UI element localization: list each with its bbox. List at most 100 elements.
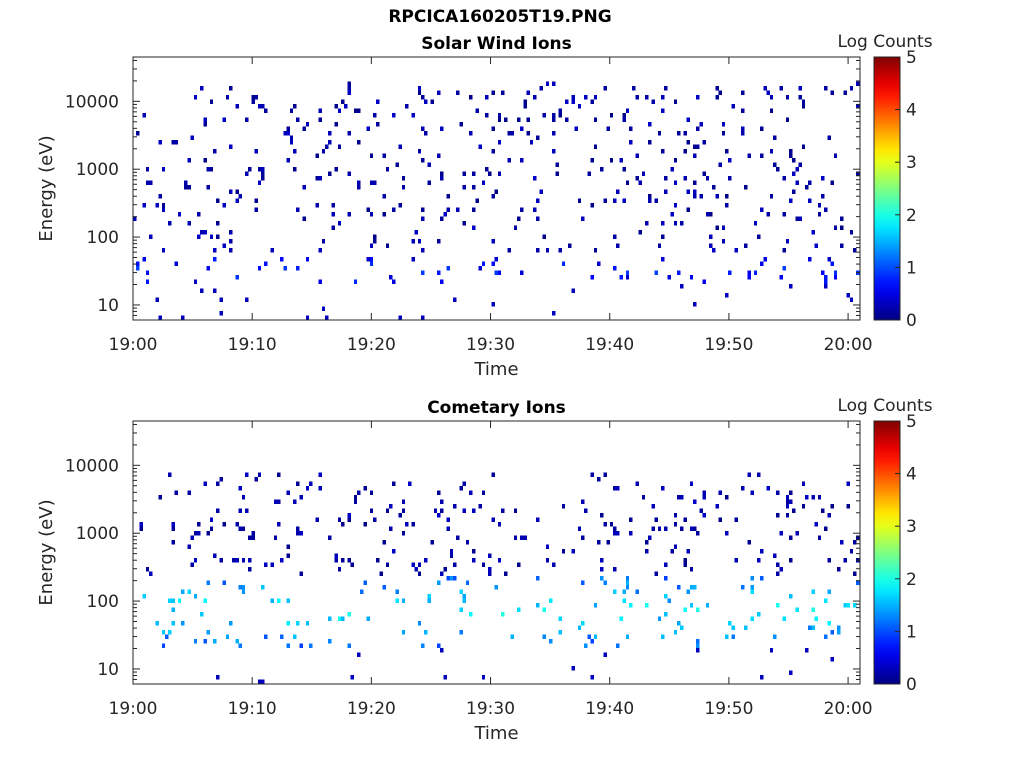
spectrogram-cell bbox=[168, 221, 172, 226]
spectrogram-cell bbox=[590, 158, 594, 163]
x-tick-label: 19:50 bbox=[704, 335, 753, 355]
spectrogram-cell bbox=[587, 634, 591, 640]
spectrogram-cell bbox=[497, 113, 502, 118]
spectrogram-cell bbox=[248, 535, 252, 541]
spectrogram-cell bbox=[750, 490, 754, 496]
spectrogram-cell bbox=[853, 540, 857, 545]
spectrogram-cell bbox=[673, 522, 678, 527]
spectrogram-cell bbox=[821, 194, 825, 199]
spectrogram-cell bbox=[632, 86, 636, 91]
spectrogram-cell bbox=[552, 81, 556, 87]
spectrogram-cell bbox=[833, 270, 838, 276]
spectrogram-cell bbox=[645, 95, 649, 100]
spectrogram-cell bbox=[453, 504, 457, 509]
spectrogram-cell bbox=[731, 634, 735, 640]
spectrogram-cell bbox=[293, 167, 297, 172]
spectrogram-cell bbox=[600, 576, 604, 581]
x-tick-label: 19:50 bbox=[704, 699, 753, 719]
spectrogram-cell bbox=[699, 122, 703, 127]
spectrogram-cell bbox=[424, 558, 428, 563]
spectrogram-cell bbox=[795, 531, 799, 536]
spectrogram-cell bbox=[257, 266, 262, 271]
spectrogram-cell bbox=[661, 634, 665, 640]
spectrogram-cell bbox=[507, 248, 511, 253]
spectrogram-cell bbox=[577, 198, 582, 204]
spectrogram-cell bbox=[702, 171, 706, 177]
spectrogram-cell bbox=[670, 167, 674, 172]
spectrogram-cell bbox=[481, 562, 486, 568]
spectrogram-cell bbox=[385, 562, 390, 568]
spectrogram-cell bbox=[443, 675, 447, 680]
spectrogram-cell bbox=[725, 634, 729, 640]
spectrogram-cell bbox=[472, 171, 476, 177]
x-tick-label: 19:00 bbox=[109, 335, 158, 355]
spectrogram-cell bbox=[606, 540, 610, 545]
spectrogram-cell bbox=[664, 86, 668, 91]
spectrogram-cell bbox=[561, 549, 566, 554]
spectrogram-cell bbox=[401, 176, 406, 181]
spectrogram-cell bbox=[213, 248, 217, 253]
spectrogram-cell bbox=[209, 167, 214, 172]
spectrogram-cell bbox=[398, 315, 402, 321]
spectrogram-cell bbox=[299, 495, 303, 500]
spectrogram-cell bbox=[747, 472, 751, 478]
spectrogram-cell bbox=[795, 180, 799, 186]
spectrogram-cell bbox=[622, 167, 626, 172]
spectrogram-cell bbox=[222, 117, 226, 123]
spectrogram-cell bbox=[366, 257, 370, 262]
spectrogram-cell bbox=[318, 117, 322, 123]
spectrogram-cell bbox=[622, 113, 626, 118]
spectrogram-cell bbox=[686, 589, 690, 595]
spectrogram-cell bbox=[699, 194, 703, 199]
spectrogram-cell bbox=[507, 131, 511, 136]
y-tick-label: 100 bbox=[87, 592, 119, 612]
spectrogram-cell bbox=[699, 508, 703, 514]
spectrogram-cell bbox=[382, 153, 386, 159]
spectrogram-cell bbox=[280, 558, 284, 563]
spectrogram-cell bbox=[193, 531, 198, 536]
colorbar-tick-label: 0 bbox=[906, 311, 917, 331]
spectrogram-cell bbox=[206, 531, 210, 536]
spectrogram-cell bbox=[385, 167, 390, 172]
spectrogram-cell bbox=[296, 531, 300, 536]
spectrogram-cell bbox=[856, 81, 860, 87]
spectrogram-cell bbox=[366, 207, 370, 213]
spectrogram-cell bbox=[789, 284, 793, 289]
spectrogram-cell bbox=[622, 589, 626, 595]
spectrogram-cell bbox=[558, 630, 562, 635]
spectrogram-cell bbox=[341, 99, 345, 105]
spectrogram-cell bbox=[379, 571, 383, 577]
spectrogram-cell bbox=[782, 176, 786, 181]
spectrogram-cell bbox=[299, 571, 303, 577]
spectrogram-cell bbox=[526, 90, 530, 96]
spectrogram-cell bbox=[337, 144, 342, 150]
colorbar-gradient bbox=[873, 56, 901, 321]
spectrogram-cell bbox=[824, 86, 828, 91]
colorbar-tick-label: 3 bbox=[906, 517, 917, 537]
spectrogram-cell bbox=[187, 158, 191, 163]
spectrogram-cell bbox=[206, 167, 210, 172]
spectrogram-cell bbox=[497, 270, 502, 276]
spectrogram-cell bbox=[398, 513, 402, 518]
spectrogram-cell bbox=[401, 185, 406, 190]
spectrogram-cell bbox=[769, 648, 774, 653]
spectrogram-cell bbox=[277, 472, 281, 478]
spectrogram-cell bbox=[673, 180, 678, 186]
spectrogram-cell bbox=[462, 598, 466, 604]
spectrogram-cell bbox=[369, 261, 374, 267]
spectrogram-cell bbox=[219, 311, 223, 316]
spectrogram-cell bbox=[533, 176, 537, 181]
spectrogram-cell bbox=[437, 513, 441, 518]
spectrogram-cell bbox=[347, 131, 351, 136]
spectrogram-cell bbox=[181, 315, 185, 321]
spectrogram-cell bbox=[715, 95, 719, 100]
spectrogram-cell bbox=[261, 176, 265, 181]
spectrogram-cell bbox=[741, 585, 745, 590]
spectrogram-cells bbox=[139, 472, 860, 685]
spectrogram-cell bbox=[305, 122, 310, 127]
colorbar-label: Log Counts bbox=[837, 396, 932, 416]
spectrogram-cell bbox=[629, 517, 633, 523]
spectrogram-cell bbox=[328, 616, 332, 622]
spectrogram-cell bbox=[417, 90, 422, 96]
